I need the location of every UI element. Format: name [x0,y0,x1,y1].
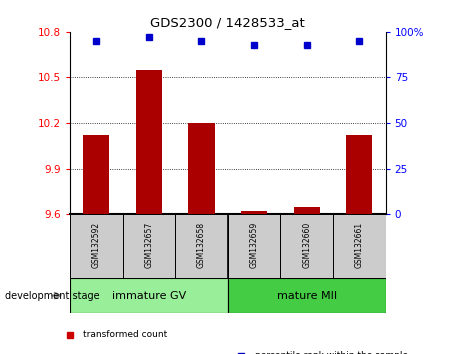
Title: GDS2300 / 1428533_at: GDS2300 / 1428533_at [150,16,305,29]
Text: immature GV: immature GV [112,291,186,301]
Bar [189,123,215,214]
Bar [228,214,281,278]
Text: GSM132592: GSM132592 [92,222,101,268]
Bar [346,135,373,214]
Text: GSM132657: GSM132657 [144,222,153,268]
Text: GSM132661: GSM132661 [355,222,364,268]
Text: percentile rank within the sample: percentile rank within the sample [255,351,408,354]
Text: GSM132658: GSM132658 [197,222,206,268]
Text: transformed count: transformed count [83,330,168,339]
Text: GSM132659: GSM132659 [249,222,258,268]
Bar [281,214,333,278]
Bar [294,207,320,214]
Bar [241,211,267,214]
Bar [333,214,386,278]
Bar [136,70,162,214]
Bar [175,214,228,278]
Text: GSM132660: GSM132660 [302,222,311,268]
Bar [228,278,386,313]
Bar [70,214,123,278]
Text: development stage: development stage [5,291,99,301]
Bar [123,214,175,278]
Bar [70,278,228,313]
Text: mature MII: mature MII [276,291,337,301]
Bar [83,135,110,214]
